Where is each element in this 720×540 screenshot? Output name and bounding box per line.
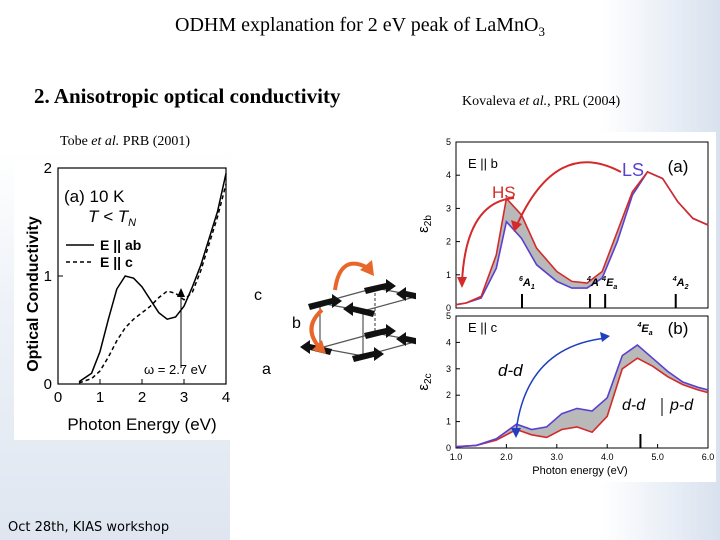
x-tick-label: 0 [54,389,62,406]
chart-b-dd-label-1: d-d [498,361,523,380]
crystal-axis-b: b [292,315,301,332]
orbital-arrow-left-head [312,340,326,354]
chart-a-ticks: 0 1 2 3 4 0 1 2 [44,160,231,406]
y-tick-label: 5 [446,137,451,147]
orbital-arrow-top [333,261,369,291]
x-tick-label: 2.0 [500,452,513,462]
x-tick-label: 1.0 [450,452,463,462]
x-tick-label: 1 [96,389,104,406]
y-tick-label: 4 [446,337,451,347]
chart-a-ylabel: Optical Conductivity [25,216,42,372]
chart-a-condition: T < TN [88,207,136,229]
series-top-1-line [455,170,709,306]
chart-b-bottom-frame [455,315,709,449]
chart-a-arrow-head [177,288,185,297]
series-ab-line [78,173,227,383]
chart-b-hs-label: HS [492,183,516,202]
spin-arrow [308,294,342,310]
y-tick-label: 2 [446,237,451,247]
chart-b-pd-label: p-d [669,397,694,414]
multiplet-label: 4Ea [636,322,652,337]
chart-b-bottom-area [456,345,708,447]
y-tick-label: 0 [446,303,451,313]
chart-a-annotation: ω = 2.7 eV [144,362,207,377]
hs-arrow [461,197,515,283]
spin-arrow [364,279,396,294]
ls-arrow-head [511,220,522,232]
reference-tobe: Tobe et al. PRB (2001) [60,134,191,149]
chart-b-bottom-field: E || c [468,320,498,335]
chart-b-series [455,170,709,448]
y-tick-label: 3 [446,364,451,374]
dd-arrow-head [511,428,521,438]
crystal-axis-c: c [254,287,262,304]
y-tick-label: 4 [446,170,451,180]
footer-text: Oct 28th, KIAS workshop [8,520,170,535]
x-tick-label: 5.0 [651,452,664,462]
chart-b-top-panel: (a) [668,157,689,176]
y-tick-label: 2 [446,390,451,400]
section-heading: 2. Anisotropic optical conductivity [34,84,341,108]
y-tick-label: 3 [446,203,451,213]
legend-ab-label: E || ab [100,237,141,253]
crystal-structure-diagram: c b a [254,260,430,378]
x-tick-label: 3 [180,389,188,406]
chart-b-dd-label-2: d-d [622,397,646,414]
series-bottom-0-line [455,357,709,448]
y-tick-label: 5 [446,311,451,321]
y-tick-label: 0 [44,376,52,393]
x-tick-label: 3.0 [551,452,564,462]
spin-arrow [352,347,384,362]
y-tick-label: 1 [446,270,451,280]
spin-arrow [364,324,396,339]
y-tick-label: 2 [44,160,52,177]
multiplet-label: 4Ea [601,276,617,291]
y-tick-label: 1 [446,417,451,427]
series-c-line [78,184,227,384]
x-tick-label: 4.0 [601,452,614,462]
uncertainty-band [456,345,708,447]
dd-arrow-tail [600,332,610,342]
multiplet-label: 4A2 [672,276,689,291]
x-tick-label: 4 [222,389,230,406]
crystal-axis-a: a [262,361,271,378]
y-tick-label: 0 [446,443,451,453]
chart-a-background [14,160,242,440]
y-tick-label: 1 [44,268,52,285]
ls-arrow [515,161,622,228]
x-tick-label: 6.0 [702,452,715,462]
slide-title: ODHM explanation for 2 eV peak of LaMnO3 [175,14,545,39]
series-bottom-1-line [455,343,709,448]
reference-kovaleva: Kovaleva et al., PRL (2004) [462,94,621,109]
chart-b-bottom-ylabel: ε2c [416,373,434,390]
chart-a-series [78,173,227,384]
multiplet-label: 6A1 [519,276,535,291]
multiplet-label: 4A [586,276,599,289]
chart-b-ls-label: LS [622,160,644,180]
chart-a-xlabel: Photon Energy (eV) [67,415,216,434]
orbital-arrow-top-head [360,260,374,276]
dd-arrow [515,337,607,433]
spin-arrow [343,302,375,317]
chart-b-bottom-panel: (b) [668,319,689,338]
hs-arrow-head [457,277,467,288]
chart-b-top-field: E || b [468,156,498,171]
chart-b-xlabel: Photon energy (eV) [532,465,627,477]
x-tick-label: 2 [138,389,146,406]
chart-b-top-ylabel: ε2b [416,215,434,233]
legend-c-label: E || c [100,254,133,270]
chart-a-panel-label: (a) 10 K [64,187,125,206]
